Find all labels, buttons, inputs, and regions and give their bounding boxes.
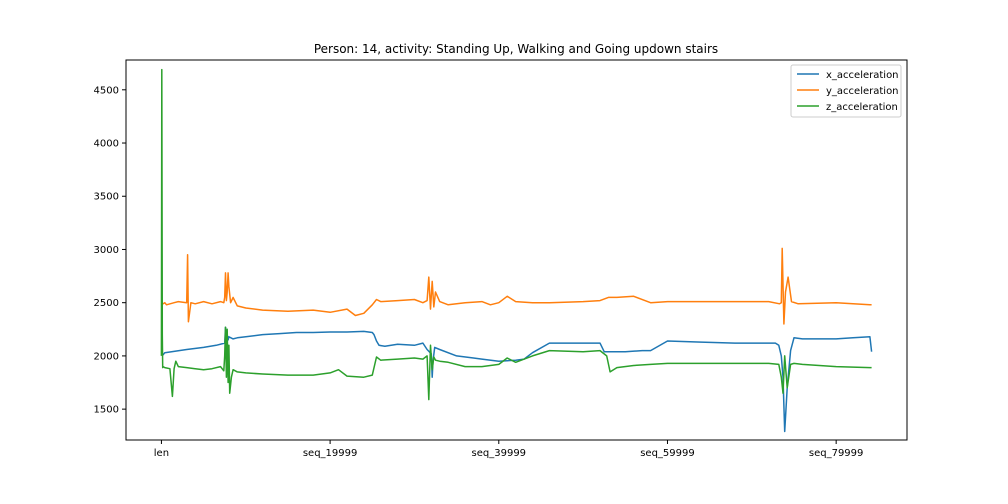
x-tick-label: seq_19999 <box>303 448 358 459</box>
y-tick-label: 3500 <box>94 192 119 203</box>
x-tick-label: seq_59999 <box>640 448 695 459</box>
series-line-y <box>161 247 872 325</box>
chart-title: Person: 14, activity: Standing Up, Walki… <box>314 42 718 56</box>
series-layer <box>160 68 873 433</box>
legend-label-z: z_acceleration <box>826 102 898 113</box>
legend: x_acceleration y_acceleration z_accelera… <box>790 64 902 118</box>
series-line-z <box>160 68 872 401</box>
series-line-x <box>161 326 873 433</box>
legend-box <box>790 64 902 118</box>
legend-label-x: x_acceleration <box>826 70 899 81</box>
y-tick-label: 4000 <box>94 139 119 150</box>
y-tick-label: 4500 <box>94 85 119 96</box>
y-tick-label: 2000 <box>94 351 119 362</box>
legend-label-y: y_acceleration <box>826 86 899 97</box>
x-axis: len seq_19999 seq_39999 seq_59999 seq_79999 <box>154 440 864 459</box>
y-tick-label: 3000 <box>94 245 119 256</box>
y-axis: 1500 2000 2500 3000 3500 4000 4500 <box>94 85 126 416</box>
x-tick-label: seq_39999 <box>472 448 527 459</box>
y-tick-label: 1500 <box>94 405 119 416</box>
plot-frame <box>125 59 908 441</box>
y-tick-label: 2500 <box>94 298 119 309</box>
x-tick-label: len <box>154 448 169 459</box>
x-tick-label: seq_79999 <box>809 448 864 459</box>
